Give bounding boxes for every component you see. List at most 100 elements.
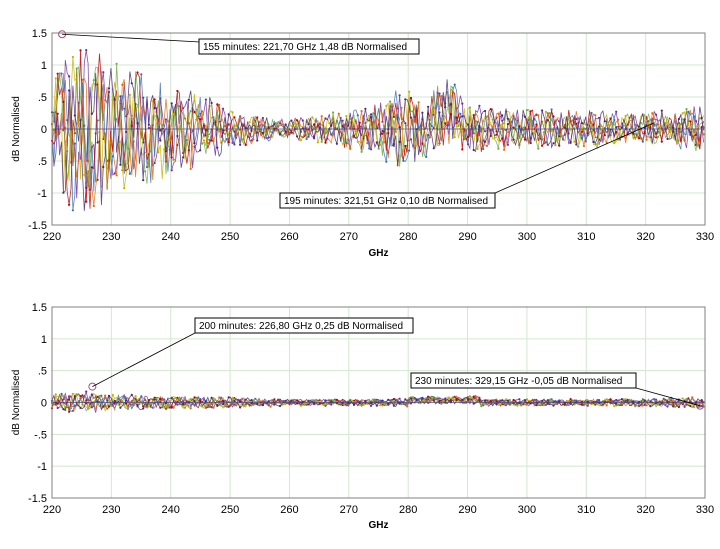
data-point xyxy=(533,117,536,121)
annotation-text: 195 minutes: 321,51 GHz 0,10 dB Normalis… xyxy=(284,196,488,207)
data-point xyxy=(140,73,143,76)
data-point xyxy=(149,150,152,153)
data-point xyxy=(309,130,312,133)
data-point xyxy=(398,402,401,405)
data-point xyxy=(675,142,679,145)
annotation-leader xyxy=(62,33,201,43)
data-point xyxy=(449,398,452,401)
data-point xyxy=(216,103,219,106)
data-point xyxy=(379,404,382,407)
data-point xyxy=(404,398,407,401)
data-point xyxy=(145,152,149,155)
data-point xyxy=(535,404,538,407)
data-point xyxy=(273,123,276,126)
data-point xyxy=(468,400,471,403)
data-point xyxy=(170,405,173,408)
data-point xyxy=(584,140,587,143)
data-point xyxy=(558,144,561,147)
data-point xyxy=(136,122,139,125)
data-point xyxy=(421,396,424,399)
data-point xyxy=(280,123,283,126)
data-point xyxy=(121,400,124,403)
data-point xyxy=(624,398,627,401)
data-point xyxy=(147,399,150,402)
data-point xyxy=(620,126,624,129)
data-point xyxy=(537,147,540,150)
data-point xyxy=(296,119,299,122)
data-point xyxy=(497,147,500,150)
data-point xyxy=(111,98,114,101)
data-point xyxy=(68,75,71,78)
plot-frame xyxy=(51,306,706,499)
data-point xyxy=(666,137,669,140)
data-point xyxy=(495,130,498,133)
data-point xyxy=(398,126,401,129)
data-point xyxy=(427,395,430,398)
data-point xyxy=(582,144,586,148)
data-point xyxy=(54,393,57,396)
x-tick-label: 240 xyxy=(162,231,180,243)
data-point xyxy=(482,147,485,151)
y-tick-label: -.5 xyxy=(34,429,47,441)
x-tick-label: 330 xyxy=(696,504,714,516)
data-point xyxy=(514,123,517,126)
data-point xyxy=(360,150,363,153)
data-point xyxy=(265,126,268,129)
data-point xyxy=(489,134,492,138)
data-point xyxy=(381,132,384,135)
data-point xyxy=(60,114,63,117)
data-point xyxy=(434,112,437,115)
annotation-leader xyxy=(494,122,655,194)
data-point xyxy=(212,140,215,143)
data-point xyxy=(598,399,601,402)
data-point xyxy=(220,404,223,407)
data-point xyxy=(60,72,63,75)
data-point xyxy=(265,137,268,140)
data-point xyxy=(628,119,631,122)
y-tick-label: 0 xyxy=(41,398,47,410)
data-point xyxy=(123,107,126,110)
data-point xyxy=(233,403,236,406)
data-point xyxy=(444,122,447,125)
data-point xyxy=(506,143,509,146)
data-point xyxy=(56,112,59,115)
data-point xyxy=(68,410,71,413)
data-point xyxy=(512,138,515,141)
data-point xyxy=(607,124,610,127)
data-point xyxy=(92,204,95,208)
series-line xyxy=(51,72,704,211)
data-point xyxy=(683,405,686,408)
data-point xyxy=(438,111,441,114)
data-point xyxy=(392,397,395,401)
data-point xyxy=(535,129,538,132)
data-point xyxy=(466,398,470,401)
data-point xyxy=(275,122,278,125)
data-point xyxy=(96,395,99,398)
data-point xyxy=(472,395,475,398)
data-point xyxy=(206,135,209,138)
data-point xyxy=(484,130,487,133)
data-point xyxy=(520,404,523,407)
data-point xyxy=(558,135,561,138)
data-point xyxy=(453,399,456,402)
data-point xyxy=(178,114,181,117)
data-point xyxy=(428,136,432,139)
x-tick-label: 250 xyxy=(221,231,239,243)
data-point xyxy=(290,131,293,134)
data-point xyxy=(221,129,225,132)
data-point xyxy=(73,395,76,398)
data-point xyxy=(149,402,152,405)
data-point xyxy=(163,148,166,151)
data-point xyxy=(128,93,131,96)
data-point xyxy=(144,112,147,115)
annotation-box xyxy=(194,317,414,334)
data-point xyxy=(227,141,230,144)
data-point xyxy=(185,142,188,145)
data-point xyxy=(193,399,196,403)
data-point xyxy=(94,394,97,397)
data-point xyxy=(508,398,511,402)
data-point xyxy=(330,124,333,127)
data-point xyxy=(430,111,433,115)
data-point xyxy=(240,398,244,401)
data-point xyxy=(466,123,470,126)
